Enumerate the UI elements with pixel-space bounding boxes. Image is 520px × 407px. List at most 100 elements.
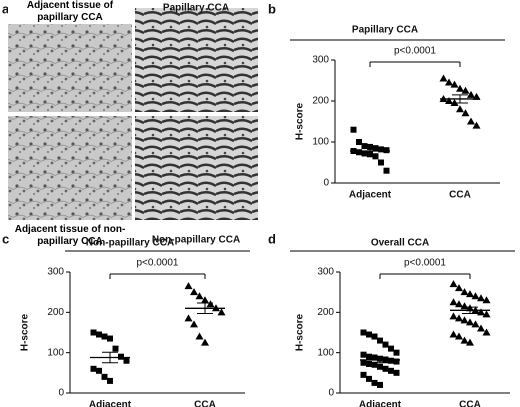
error-bar <box>462 306 478 315</box>
data-point <box>378 146 384 153</box>
data-point <box>482 296 491 304</box>
data-point <box>472 121 481 129</box>
image-caption-box: Adjacent tissue of non-papillary CCA <box>14 224 126 247</box>
data-point <box>371 333 378 340</box>
x-tick-label: CCA <box>459 400 481 407</box>
data-point <box>460 288 469 296</box>
data-point <box>450 80 459 88</box>
data-point <box>360 371 367 378</box>
image-caption: Adjacent tissue of papillary CCA <box>8 0 132 24</box>
data-point <box>367 143 373 150</box>
data-point <box>471 292 480 300</box>
data-point <box>360 359 367 366</box>
y-tick-label: 200 <box>312 96 329 107</box>
data-point <box>445 97 453 104</box>
data-point <box>455 314 463 322</box>
chart-title: Overall CCA <box>371 238 429 249</box>
data-point <box>460 336 469 344</box>
data-point <box>472 92 481 100</box>
y-tick-label: 0 <box>58 388 64 399</box>
data-point <box>118 353 124 360</box>
data-point <box>482 328 491 336</box>
x-tick-label: Adjacent <box>349 190 392 201</box>
data-point <box>350 126 357 133</box>
error-bar <box>197 302 213 315</box>
data-point <box>101 333 108 340</box>
data-point <box>217 308 226 316</box>
p-value: p<0.0001 <box>394 46 436 57</box>
data-point <box>383 147 390 154</box>
chart-title: Non-papillary CCA <box>86 238 174 249</box>
data-point <box>366 353 372 360</box>
panel-label: b <box>268 1 276 16</box>
x-tick-label: CCA <box>449 190 471 201</box>
micrograph <box>8 116 132 220</box>
data-point <box>360 351 367 358</box>
data-point <box>96 331 102 338</box>
p-value: p<0.0001 <box>404 258 446 269</box>
data-point <box>366 331 372 338</box>
chart-title: Papillary CCA <box>352 25 418 36</box>
data-point <box>377 337 383 344</box>
data-point <box>467 117 475 125</box>
error-bar <box>102 351 118 364</box>
data-point <box>466 318 474 326</box>
data-point <box>466 338 474 346</box>
y-tick-label: 300 <box>317 267 334 278</box>
data-point <box>371 361 378 368</box>
data-point <box>467 90 475 98</box>
y-tick-label: 100 <box>312 137 329 148</box>
data-point <box>455 284 463 292</box>
x-tick-label: Adjacent <box>359 400 402 407</box>
data-point <box>477 324 485 332</box>
data-point <box>96 367 102 374</box>
data-point <box>461 86 470 94</box>
data-point <box>356 139 362 145</box>
y-axis-label: H-score <box>20 313 31 351</box>
y-tick-label: 0 <box>328 388 334 399</box>
data-point <box>445 78 453 86</box>
data-point <box>206 300 215 308</box>
data-point <box>439 74 448 82</box>
image-caption: Adjacent tissue of non-papillary CCA <box>14 224 126 247</box>
data-point <box>388 357 394 364</box>
data-point <box>356 149 362 156</box>
data-point <box>377 381 383 388</box>
data-point <box>201 296 209 304</box>
error-bar <box>372 356 388 364</box>
data-point <box>393 369 400 376</box>
data-point <box>393 358 400 365</box>
error-bar <box>452 94 468 104</box>
data-point <box>449 312 458 320</box>
y-axis-label: H-score <box>295 313 306 351</box>
y-tick-label: 200 <box>47 307 64 318</box>
data-point <box>123 357 130 364</box>
y-tick-label: 100 <box>47 347 64 358</box>
data-point <box>461 109 470 117</box>
y-tick-label: 300 <box>47 267 64 278</box>
data-point <box>449 280 458 288</box>
data-point <box>371 379 378 386</box>
data-point <box>366 375 372 382</box>
p-value: p<0.0001 <box>137 258 179 269</box>
y-tick-label: 100 <box>317 347 334 358</box>
micrograph <box>135 116 258 220</box>
x-tick-label: CCA <box>194 400 216 407</box>
data-point <box>190 320 198 328</box>
data-point <box>455 300 463 308</box>
y-tick-label: 300 <box>312 55 329 66</box>
data-point <box>101 373 108 380</box>
error-bar <box>362 147 378 155</box>
data-point <box>107 377 113 384</box>
data-point <box>449 298 458 306</box>
data-point <box>184 282 193 290</box>
data-point <box>456 105 464 113</box>
data-point <box>477 294 485 302</box>
micrograph <box>135 8 258 112</box>
x-tick-label: Adjacent <box>89 400 132 407</box>
data-point <box>201 338 209 346</box>
y-axis-label: H-score <box>295 102 306 140</box>
data-point <box>455 332 463 340</box>
data-point <box>90 329 97 336</box>
